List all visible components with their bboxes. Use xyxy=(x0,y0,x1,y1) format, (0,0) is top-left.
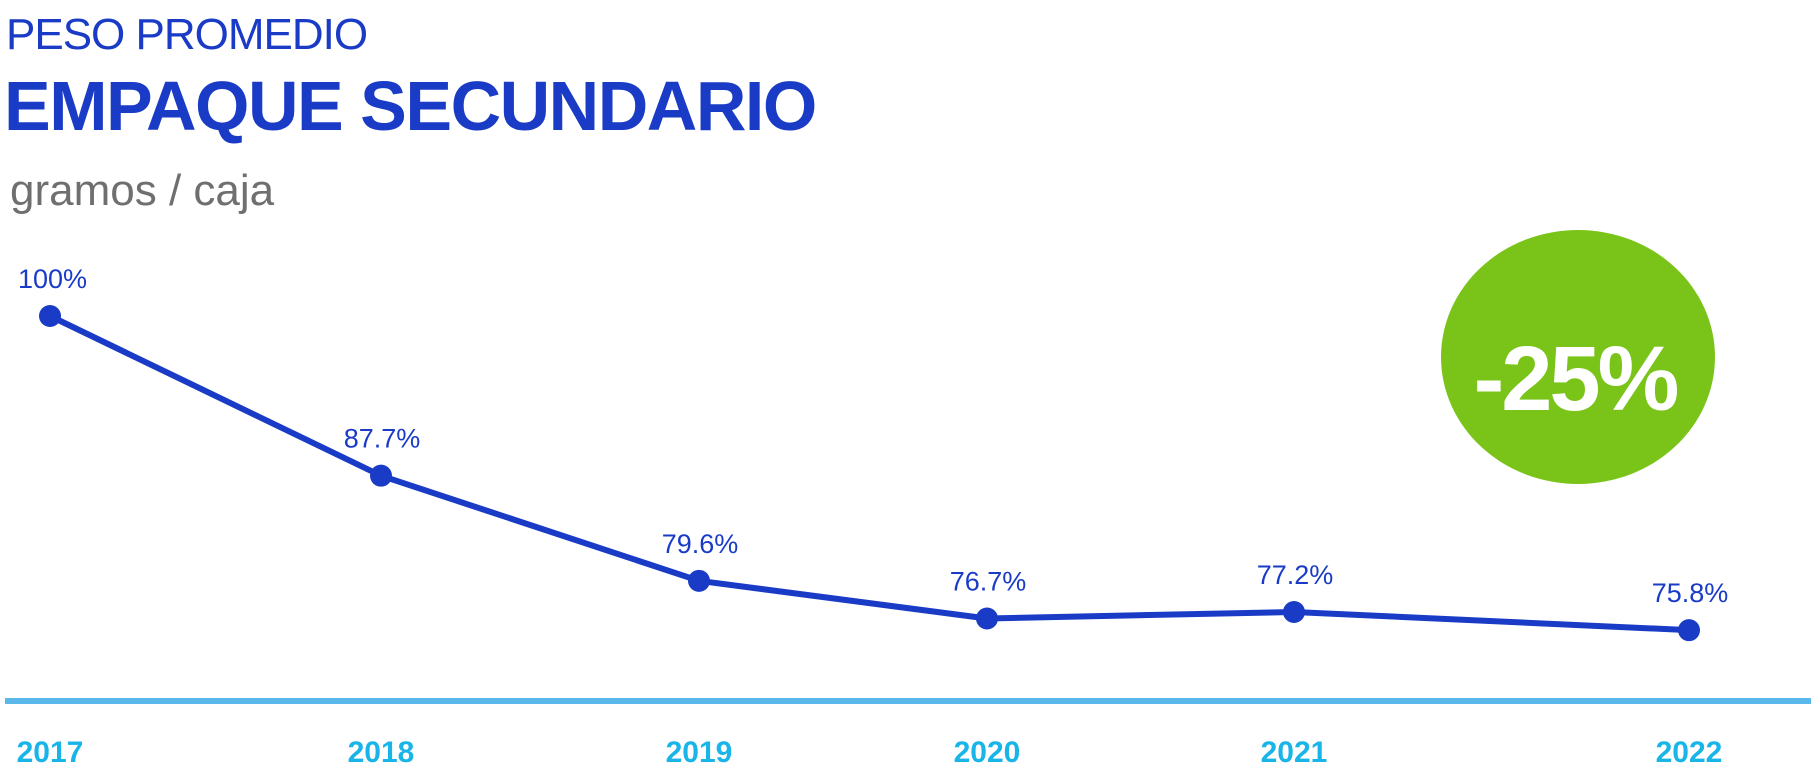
series-line xyxy=(48,313,1690,634)
data-point-2018 xyxy=(370,464,392,487)
x-tick-2020: 2020 xyxy=(954,736,1021,767)
data-label-2022: 75.8% xyxy=(1652,578,1729,608)
x-tick-2022: 2022 xyxy=(1656,736,1723,767)
data-label-2019: 79.6% xyxy=(662,529,739,559)
data-point-2022 xyxy=(1678,619,1700,642)
badge: -25% xyxy=(1441,230,1715,484)
data-label-2020: 76.7% xyxy=(950,566,1027,596)
x-tick-2021: 2021 xyxy=(1261,736,1328,767)
chart-title: EMPAQUE SECUNDARIO xyxy=(4,67,817,145)
badge-ellipse xyxy=(1441,230,1715,484)
unit-label: gramos / caja xyxy=(10,166,275,215)
chart-overline: PESO PROMEDIO xyxy=(6,10,368,59)
x-tick-2017: 2017 xyxy=(17,736,84,767)
data-label-2017: 100% xyxy=(18,264,87,294)
series-layer xyxy=(39,305,1700,642)
data-label-2018: 87.7% xyxy=(344,424,421,454)
data-point-2017 xyxy=(39,305,61,327)
data-point-2020 xyxy=(976,607,998,630)
labels-layer: 100% 87.7% 79.6% 76.7% 77.2% 75.8% xyxy=(18,264,1728,608)
badge-text: -25% xyxy=(1474,328,1678,430)
x-tick-labels: 2017 2018 2019 2020 2021 2022 xyxy=(17,736,1723,767)
x-tick-2019: 2019 xyxy=(666,736,733,767)
data-label-2021: 77.2% xyxy=(1257,560,1334,590)
x-tick-2018: 2018 xyxy=(348,736,415,767)
data-point-2019 xyxy=(688,569,710,592)
data-point-2021 xyxy=(1283,600,1305,623)
